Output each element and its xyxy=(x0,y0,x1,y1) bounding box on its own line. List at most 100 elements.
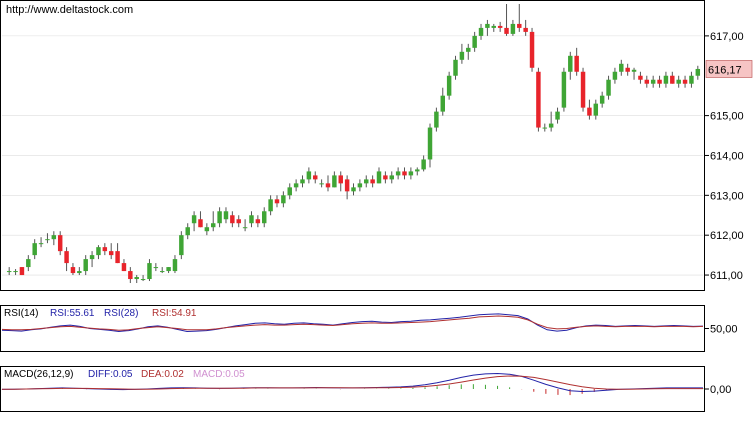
macd-axis: 0,00 xyxy=(704,384,731,396)
candle-body xyxy=(383,175,388,180)
rsi28-line xyxy=(1,315,704,331)
price-panel xyxy=(0,0,705,291)
candle-body xyxy=(210,223,216,228)
candle-body xyxy=(108,251,114,256)
candle-body xyxy=(179,235,184,256)
candle-body xyxy=(115,251,120,264)
candle-body xyxy=(370,179,375,184)
candle-body xyxy=(459,51,465,60)
last-price-label: 616,17 xyxy=(708,64,742,76)
price-tick-label: 613,00 xyxy=(710,190,744,202)
candle-body xyxy=(548,123,554,128)
candle-body xyxy=(587,107,592,116)
candle-body xyxy=(440,95,445,112)
candle-body xyxy=(676,79,681,84)
candlesticks xyxy=(6,3,701,284)
candle-body xyxy=(45,239,50,241)
macd-legend-title: MACD(26,12,9) xyxy=(4,369,73,380)
rsi-tick-label: 50,00 xyxy=(710,324,738,336)
candle-body xyxy=(395,171,401,176)
candle-body xyxy=(517,23,522,28)
candle-body xyxy=(612,71,618,80)
candle-body xyxy=(6,271,12,273)
dea-line xyxy=(2,375,703,390)
dea-legend-value: DEA:0.02 xyxy=(141,369,184,380)
macd-lines xyxy=(1,372,703,393)
candle-body xyxy=(121,263,127,272)
candle-body xyxy=(408,171,414,176)
last-price-tag: 616,17 xyxy=(705,60,753,78)
candle-body xyxy=(57,235,63,252)
candle-body xyxy=(32,243,37,256)
candle-body xyxy=(650,79,656,84)
candle-body xyxy=(13,271,18,273)
candle-body xyxy=(657,79,662,84)
candle-body xyxy=(198,219,203,228)
candle-body xyxy=(134,277,139,280)
candle-body xyxy=(682,79,688,84)
candle-body xyxy=(38,243,44,245)
candle-body xyxy=(26,259,31,268)
candle-body xyxy=(51,235,57,240)
candle-body xyxy=(319,183,324,185)
candle-body xyxy=(497,25,503,28)
candle-body xyxy=(555,111,560,120)
candle-body xyxy=(102,247,108,252)
candle-body xyxy=(561,71,567,108)
candle-body xyxy=(89,255,95,260)
price-tick-label: 617,00 xyxy=(710,31,744,43)
macd-legend-value: MACD:0.05 xyxy=(193,369,245,380)
candle-body xyxy=(357,183,363,188)
candle-body xyxy=(268,199,273,212)
candle-body xyxy=(536,71,541,128)
candle-body xyxy=(453,59,458,76)
rsi-axis: 50,00 xyxy=(704,324,738,336)
candle-body xyxy=(313,175,318,180)
candle-body xyxy=(147,263,152,280)
candle-body xyxy=(478,27,484,36)
candle-body xyxy=(344,179,350,192)
candle-body xyxy=(376,171,382,184)
candle-body xyxy=(255,219,261,224)
candle-body xyxy=(504,27,509,34)
candle-body xyxy=(204,227,210,232)
candle-body xyxy=(523,27,528,32)
candle-body xyxy=(434,111,439,128)
candle-body xyxy=(351,187,356,192)
candle-body xyxy=(185,227,190,236)
candle-body xyxy=(663,75,669,84)
price-tick-label: 614,00 xyxy=(710,150,744,162)
candle-body xyxy=(191,215,197,224)
candle-body xyxy=(140,279,146,281)
candle-body xyxy=(70,267,76,274)
rsi14-legend-value: RSI:55.61 xyxy=(50,308,95,319)
candle-body xyxy=(274,199,280,204)
candle-body xyxy=(485,23,490,28)
candle-body xyxy=(300,179,305,184)
candle-body xyxy=(153,267,159,269)
candle-body xyxy=(415,169,420,172)
candle-body xyxy=(96,247,101,256)
candle-body xyxy=(510,23,516,34)
price-tick-label: 612,00 xyxy=(710,230,744,242)
candle-body xyxy=(249,215,254,224)
rsi-panel xyxy=(0,305,705,352)
candle-body xyxy=(332,175,337,188)
candle-body xyxy=(389,175,394,180)
candle-body xyxy=(491,25,497,28)
candle-body xyxy=(644,79,650,84)
rsi-legend: RSI(14) RSI:55.61 RSI(28) RSI:54.91 xyxy=(4,308,197,319)
candle-body xyxy=(83,259,88,272)
candle-body xyxy=(281,195,286,204)
last-price-box xyxy=(705,60,753,78)
candle-body xyxy=(619,63,624,72)
rsi28-legend-value: RSI:54.91 xyxy=(152,308,197,319)
rsi28-legend-title: RSI(28) xyxy=(104,308,138,319)
candle-body xyxy=(242,227,248,229)
candle-body xyxy=(542,127,548,129)
candle-body xyxy=(166,267,171,272)
candle-body xyxy=(593,103,599,116)
candle-body xyxy=(236,219,241,224)
price-gridlines xyxy=(2,35,703,276)
